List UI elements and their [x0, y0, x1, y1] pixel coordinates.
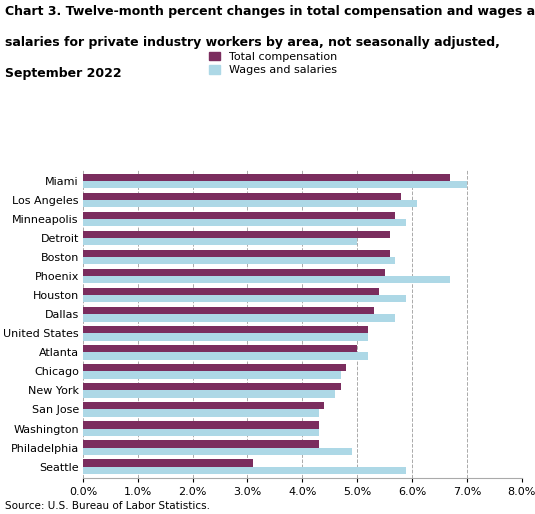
Bar [83, 383, 341, 391]
Bar [83, 440, 319, 448]
Bar [83, 448, 351, 455]
Bar [83, 391, 335, 398]
Legend: Total compensation, Wages and salaries: Total compensation, Wages and salaries [209, 52, 337, 76]
Bar [83, 212, 395, 219]
Bar [83, 314, 395, 322]
Bar [83, 334, 368, 341]
Text: Chart 3. Twelve-month percent changes in total compensation and wages and: Chart 3. Twelve-month percent changes in… [5, 5, 535, 18]
Text: Source: U.S. Bureau of Labor Statistics.: Source: U.S. Bureau of Labor Statistics. [5, 502, 210, 511]
Bar [83, 276, 450, 283]
Bar [83, 288, 379, 295]
Text: September 2022: September 2022 [5, 67, 122, 80]
Bar [83, 353, 368, 360]
Bar [83, 250, 390, 257]
Bar [83, 410, 319, 417]
Bar [83, 257, 395, 264]
Bar [83, 219, 407, 226]
Bar [83, 269, 385, 276]
Bar [83, 174, 450, 181]
Bar [83, 193, 401, 200]
Bar [83, 231, 390, 238]
Bar [83, 326, 368, 334]
Bar [83, 345, 357, 353]
Bar [83, 467, 407, 474]
Bar [83, 421, 319, 429]
Bar [83, 238, 357, 245]
Bar [83, 295, 407, 303]
Bar [83, 429, 319, 436]
Bar [83, 364, 346, 372]
Bar [83, 200, 417, 207]
Bar [83, 181, 467, 188]
Bar [83, 402, 324, 410]
Text: salaries for private industry workers by area, not seasonally adjusted,: salaries for private industry workers by… [5, 36, 500, 49]
Bar [83, 307, 373, 314]
Bar [83, 372, 341, 379]
Bar [83, 460, 253, 467]
